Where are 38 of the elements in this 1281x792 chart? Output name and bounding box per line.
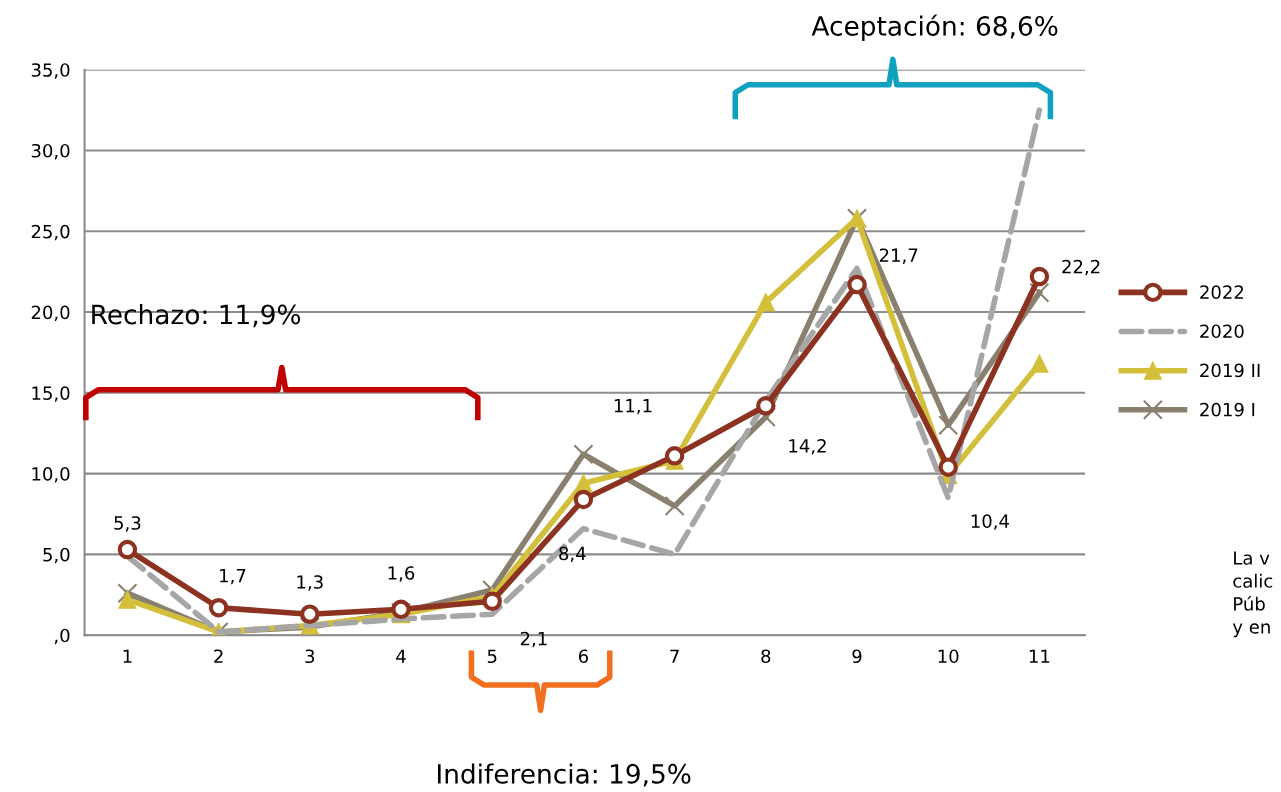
- y-tick-label: 20,0: [31, 305, 70, 322]
- legend-label: 2019 II: [1200, 363, 1260, 378]
- data-label: 11,1: [614, 399, 652, 415]
- legend-label: 2022: [1200, 285, 1244, 299]
- text: Aceptación: 68,6%: [811, 14, 1058, 42]
- x-tick-label: 1: [123, 649, 132, 663]
- data-label: 1,7: [220, 568, 246, 585]
- text: Indiferencia: 19,5%: [438, 763, 691, 787]
- data-label: 10,4: [971, 514, 1009, 530]
- data-label: 14,2: [789, 439, 826, 455]
- x-tick-label: 3: [305, 649, 315, 664]
- annotation: Rechazo: 11,9%: [92, 304, 301, 328]
- y-tick-label: 5,0: [43, 547, 70, 564]
- data-label: 8,4: [559, 546, 586, 563]
- data-label: 1,6: [388, 566, 415, 582]
- data-label: 1,3: [297, 575, 323, 591]
- text: La v calic Púb y en: [1232, 551, 1273, 638]
- y-tick-label: 25,0: [31, 224, 70, 241]
- x-tick-label: 8: [761, 649, 771, 664]
- y-tick-label: 15,0: [32, 386, 70, 402]
- data-label: 5,3: [114, 516, 141, 532]
- x-tick-label: 10: [938, 649, 959, 664]
- data-label: 22,2: [1062, 259, 1100, 276]
- x-tick-label: 4: [396, 649, 406, 663]
- x-tick-label: 2: [214, 649, 223, 663]
- y-tick-label: 10,0: [32, 467, 70, 483]
- x-tick-label: 11: [1029, 649, 1050, 663]
- data-label: 21,7: [879, 248, 918, 264]
- data-label: 2,1: [520, 631, 547, 648]
- x-tick-label: 7: [670, 649, 679, 663]
- legend-label: 2019 I: [1200, 402, 1255, 417]
- y-tick-label: 35,0: [31, 63, 70, 79]
- y-tick-label: ,0: [54, 628, 70, 645]
- x-tick-label: 9: [852, 649, 862, 664]
- y-tick-label: 30,0: [31, 143, 70, 160]
- legend-label: 2020: [1200, 324, 1244, 339]
- x-tick-label: 5: [487, 649, 497, 664]
- x-tick-label: 6: [578, 649, 589, 664]
